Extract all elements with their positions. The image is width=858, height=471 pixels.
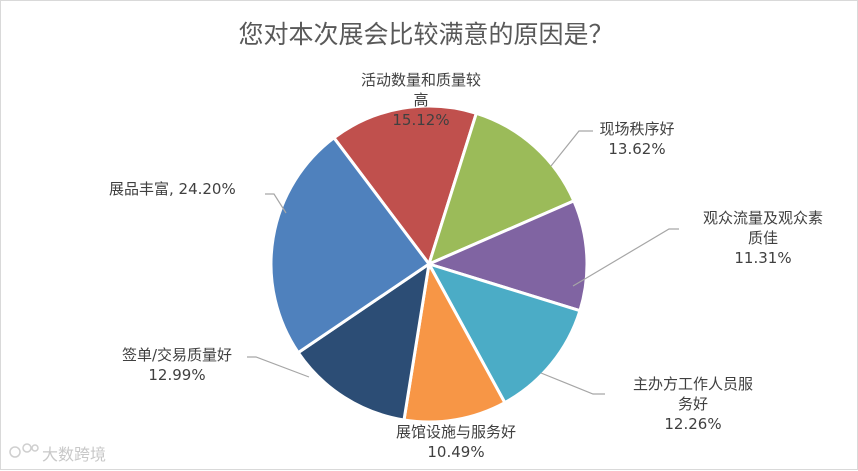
pie-slices [269,104,589,424]
pie-slice [427,111,576,266]
leader-line [265,193,287,214]
pie-slice [402,262,507,424]
leader-line [247,356,310,378]
slice-label: 签单/交易质量好 12.99% [122,346,232,384]
data-labels: 活动数量和质量较高 15.12% 现场秩序好 13.62% 观众流量及观众素质佳 11.3… [109,71,823,461]
watermark: 大数跨境 [9,443,106,464]
watermark-text: 大数跨境 [42,445,106,464]
slice-label: 展馆设施与服务好 10.49% [396,423,516,461]
watermark-logo-icon [9,443,39,458]
slice-label: 活动数量和质量较高 15.12% [361,71,481,129]
leader-line [572,228,679,287]
slice-label: 现场秩序好 13.62% [599,120,674,158]
slice-label: 主办方工作人员服务好 12.26% [633,375,753,433]
pie-slice [296,262,431,422]
pie-slice [427,262,582,405]
leader-line [540,372,605,395]
pie-slice [269,136,431,355]
slice-label: 观众流量及观众素质佳 11.31% [703,209,823,267]
pie-slice [427,199,589,313]
slice-label: 展品丰富, 24.20% [109,180,236,198]
leader-lines [247,130,679,395]
leader-line [550,130,593,167]
chart-title: 您对本次展会比较满意的原因是？ [238,20,613,49]
